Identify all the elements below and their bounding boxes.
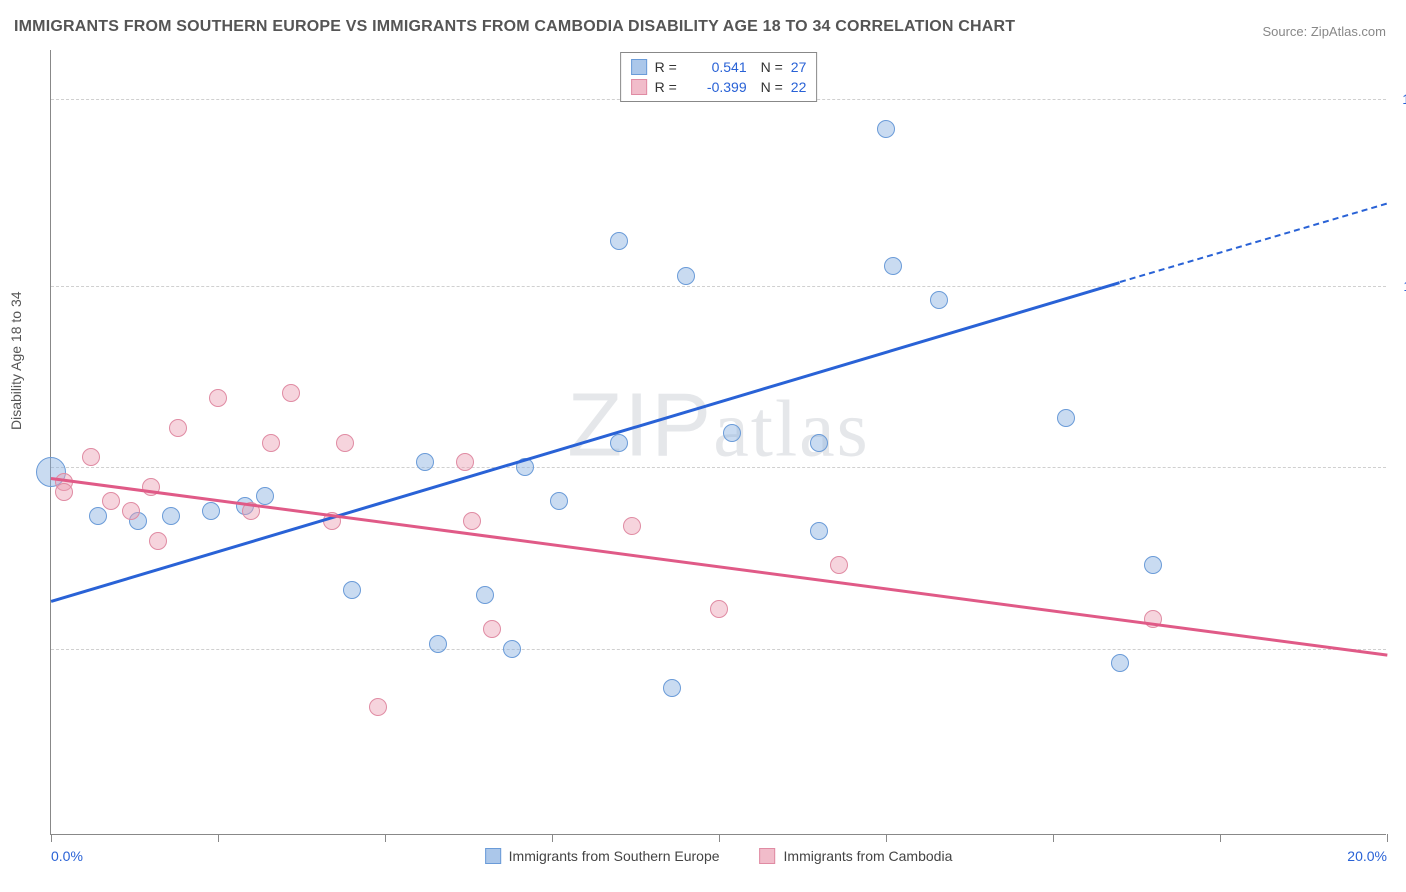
legend-swatch-blue bbox=[631, 59, 647, 75]
data-point bbox=[830, 556, 848, 574]
legend-swatch-pink bbox=[631, 79, 647, 95]
n-value-pink: 22 bbox=[791, 77, 807, 97]
data-point bbox=[262, 434, 280, 452]
data-point bbox=[930, 291, 948, 309]
x-tick-label: 20.0% bbox=[1347, 848, 1387, 864]
data-point bbox=[209, 389, 227, 407]
legend-item-pink: Immigrants from Cambodia bbox=[760, 848, 953, 864]
r-value-blue: 0.541 bbox=[691, 57, 747, 77]
data-point bbox=[169, 419, 187, 437]
data-point bbox=[369, 698, 387, 716]
data-point bbox=[1057, 409, 1075, 427]
data-point bbox=[149, 532, 167, 550]
data-point bbox=[82, 448, 100, 466]
data-point bbox=[663, 679, 681, 697]
legend-swatch-blue bbox=[485, 848, 501, 864]
data-point bbox=[623, 517, 641, 535]
data-point bbox=[282, 384, 300, 402]
data-point bbox=[1111, 654, 1129, 672]
n-label: N = bbox=[761, 77, 783, 97]
data-point bbox=[416, 453, 434, 471]
trend-line bbox=[51, 477, 1387, 656]
data-point bbox=[884, 257, 902, 275]
y-axis-label: Disability Age 18 to 34 bbox=[8, 291, 24, 430]
data-point bbox=[710, 600, 728, 618]
legend-row-blue: R = 0.541 N = 27 bbox=[631, 57, 807, 77]
x-tick bbox=[1220, 834, 1221, 842]
x-tick bbox=[1387, 834, 1388, 842]
legend-row-pink: R = -0.399 N = 22 bbox=[631, 77, 807, 97]
legend-correlation: R = 0.541 N = 27 R = -0.399 N = 22 bbox=[620, 52, 818, 102]
data-point bbox=[429, 635, 447, 653]
data-point bbox=[343, 581, 361, 599]
data-point bbox=[476, 586, 494, 604]
watermark: ZIPatlas bbox=[567, 375, 870, 478]
r-label: R = bbox=[655, 57, 683, 77]
data-point bbox=[1144, 556, 1162, 574]
gridline-h bbox=[51, 467, 1386, 468]
chart-title: IMMIGRANTS FROM SOUTHERN EUROPE VS IMMIG… bbox=[14, 18, 1015, 36]
n-label: N = bbox=[761, 57, 783, 77]
x-tick bbox=[1053, 834, 1054, 842]
source-attribution: Source: ZipAtlas.com bbox=[1262, 24, 1386, 39]
data-point bbox=[336, 434, 354, 452]
data-point bbox=[122, 502, 140, 520]
x-tick-label: 0.0% bbox=[51, 848, 83, 864]
x-tick bbox=[552, 834, 553, 842]
r-value-pink: -0.399 bbox=[691, 77, 747, 97]
data-point bbox=[810, 434, 828, 452]
data-point bbox=[256, 487, 274, 505]
plot-area: ZIPatlas R = 0.541 N = 27 R = -0.399 N =… bbox=[50, 50, 1386, 835]
data-point bbox=[463, 512, 481, 530]
legend-label-blue: Immigrants from Southern Europe bbox=[509, 848, 720, 864]
data-point bbox=[89, 507, 107, 525]
x-tick bbox=[218, 834, 219, 842]
legend-item-blue: Immigrants from Southern Europe bbox=[485, 848, 720, 864]
data-point bbox=[810, 522, 828, 540]
data-point bbox=[483, 620, 501, 638]
legend-swatch-pink bbox=[760, 848, 776, 864]
source-link[interactable]: ZipAtlas.com bbox=[1311, 24, 1386, 39]
data-point bbox=[610, 232, 628, 250]
data-point bbox=[162, 507, 180, 525]
data-point bbox=[677, 267, 695, 285]
data-point bbox=[55, 483, 73, 501]
data-point bbox=[503, 640, 521, 658]
legend-series: Immigrants from Southern Europe Immigran… bbox=[485, 848, 953, 864]
legend-label-pink: Immigrants from Cambodia bbox=[784, 848, 953, 864]
source-prefix: Source: bbox=[1262, 24, 1310, 39]
data-point bbox=[610, 434, 628, 452]
trend-line bbox=[1120, 202, 1388, 282]
x-tick bbox=[886, 834, 887, 842]
gridline-h bbox=[51, 286, 1386, 287]
x-tick bbox=[51, 834, 52, 842]
r-label: R = bbox=[655, 77, 683, 97]
x-tick bbox=[385, 834, 386, 842]
data-point bbox=[877, 120, 895, 138]
data-point bbox=[202, 502, 220, 520]
chart-container: IMMIGRANTS FROM SOUTHERN EUROPE VS IMMIG… bbox=[0, 0, 1406, 892]
data-point bbox=[550, 492, 568, 510]
data-point bbox=[723, 424, 741, 442]
trend-line bbox=[51, 281, 1121, 602]
data-point bbox=[102, 492, 120, 510]
n-value-blue: 27 bbox=[791, 57, 807, 77]
x-tick bbox=[719, 834, 720, 842]
data-point bbox=[456, 453, 474, 471]
gridline-h bbox=[51, 649, 1386, 650]
y-tick-label: 15.0% bbox=[1402, 91, 1406, 107]
